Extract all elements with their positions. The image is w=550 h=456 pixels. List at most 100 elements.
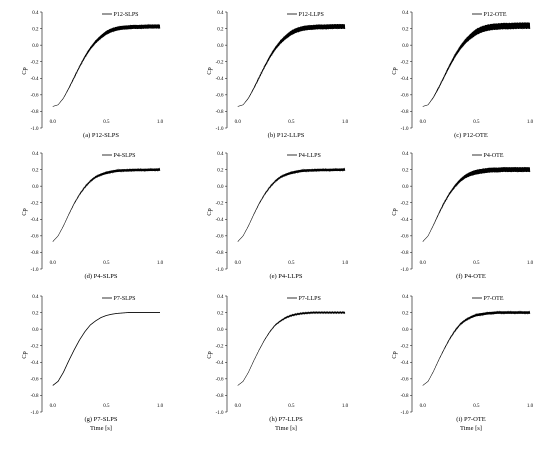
y-tick-label: -0.2 [216,202,224,207]
y-tick-label: -0.4 [401,77,409,82]
y-tick-label: -0.4 [216,361,224,366]
y-tick-label: 0.0 [402,328,409,333]
panel-caption: (a) P12-SLPS [83,132,119,139]
panel-caption: (i) P7-OTE [456,416,485,423]
y-tick-label: -0.8 [216,394,224,399]
y-tick-label: 0.4 [217,11,224,16]
y-tick-label: -0.2 [216,61,224,66]
y-tick-label: -0.8 [401,110,409,115]
chart-panel-h: -1.0 -0.8 -0.6 -0.4 -0.2 0.0 0.2 0.4 0.0 0.5 1.0 Cp… [206,295,349,432]
y-tick-label: 0.2 [217,311,224,316]
y-tick-label: -0.4 [401,361,409,366]
y-tick-label: 0.0 [32,328,39,333]
y-tick-label: -0.4 [216,218,224,223]
legend-label: P4-SLPS [114,153,136,159]
panel-caption: (f) P4-OTE [456,273,486,280]
panel-caption: (c) P12-OTE [454,132,488,139]
x-tick-label: 1.0 [342,261,349,266]
x-tick-label: 0.5 [288,261,295,266]
y-axis-label: Cp [206,208,213,216]
legend-label: P12-LLPS [299,12,324,18]
y-tick-label: -0.6 [216,94,224,99]
series-line [237,310,346,386]
y-tick-label: 0.2 [32,27,39,32]
series-line [422,166,531,242]
y-tick-label: 0.2 [32,311,39,316]
x-tick-label: 0.5 [473,120,480,125]
series-line [52,312,160,386]
y-tick-label: -0.6 [31,378,39,383]
y-tick-label: -0.6 [401,378,409,383]
y-tick-label: -1.0 [216,411,224,416]
x-tick-label: 0.5 [473,404,480,409]
y-tick-label: 0.4 [402,152,409,157]
y-tick-label: 0.4 [217,295,224,300]
x-tick-label: 0.0 [235,404,242,409]
y-tick-label: -0.8 [401,394,409,399]
y-tick-label: -0.8 [216,251,224,256]
y-tick-label: 0.0 [32,44,39,49]
y-tick-label: -1.0 [401,127,409,132]
y-tick-label: 0.4 [32,11,39,16]
y-tick-label: -1.0 [31,411,39,416]
panel-caption: (e) P4-LLPS [269,273,302,280]
legend-label: P12-OTE [484,12,507,18]
y-tick-label: 0.0 [402,44,409,49]
legend-label: P4-OTE [484,153,504,159]
y-tick-label: -0.4 [31,361,39,366]
x-tick-label: 1.0 [342,404,349,409]
x-tick-label: 0.0 [420,261,427,266]
x-tick-label: 0.5 [103,404,110,409]
x-tick-label: 0.0 [50,120,57,125]
chart-panel-e: -1.0 -0.8 -0.6 -0.4 -0.2 0.0 0.2 0.4 0.0 0.5 1.0 Cp… [206,152,349,280]
series-line [52,167,161,242]
panel-caption: (h) P7-LLPS [269,416,303,423]
series-line [422,310,531,386]
y-tick-label: -1.0 [216,268,224,273]
y-tick-label: 0.4 [402,11,409,16]
x-axis-label: Time [s] [460,425,482,432]
y-axis-label: Cp [391,208,398,216]
y-tick-label: 0.2 [217,27,224,32]
x-tick-label: 0.5 [103,120,110,125]
chart-panel-d: -1.0 -0.8 -0.6 -0.4 -0.2 0.0 0.2 0.4 0.0 0.5 1.0 Cp… [21,152,164,280]
y-axis-label: Cp [391,67,398,75]
x-tick-label: 0.0 [235,120,242,125]
y-tick-label: 0.2 [402,311,409,316]
y-tick-label: 0.2 [217,168,224,173]
y-tick-label: -1.0 [401,411,409,416]
y-tick-label: 0.2 [32,168,39,173]
y-tick-label: 0.4 [217,152,224,157]
y-tick-label: 0.4 [32,295,39,300]
x-tick-label: 0.5 [103,261,110,266]
y-tick-label: -0.4 [31,77,39,82]
panel-caption: (d) P4-SLPS [84,273,117,280]
series-line [422,21,531,107]
y-tick-label: -0.6 [31,94,39,99]
y-tick-label: -0.8 [31,110,39,115]
x-tick-label: 1.0 [157,404,164,409]
y-tick-label: 0.0 [402,185,409,190]
y-tick-label: -0.8 [31,251,39,256]
legend-label: P12-SLPS [114,12,139,18]
y-tick-label: -0.4 [401,218,409,223]
y-axis-label: Cp [206,351,213,359]
panel-caption: (g) P7-SLPS [84,416,117,423]
y-tick-label: 0.0 [217,328,224,333]
chart-panel-c: -1.0 -0.8 -0.6 -0.4 -0.2 0.0 0.2 0.4 0.0 0.5 1.0 Cp… [391,11,534,139]
y-tick-label: -0.6 [401,94,409,99]
y-tick-label: 0.2 [402,168,409,173]
chart-panel-f: -1.0 -0.8 -0.6 -0.4 -0.2 0.0 0.2 0.4 0.0 0.5 1.0 Cp… [391,152,534,280]
y-tick-label: 0.2 [402,27,409,32]
y-tick-label: -0.2 [31,61,39,66]
y-tick-label: -0.2 [401,61,409,66]
y-axis-label: Cp [391,351,398,359]
chart-panel-g: -1.0 -0.8 -0.6 -0.4 -0.2 0.0 0.2 0.4 0.0 0.5 1.0 Cp… [21,295,164,432]
x-tick-label: 0.5 [473,261,480,266]
y-axis-label: Cp [21,351,28,359]
x-tick-label: 1.0 [342,120,349,125]
y-tick-label: -0.2 [216,345,224,350]
y-tick-label: 0.4 [32,152,39,157]
x-tick-label: 0.0 [50,404,57,409]
y-axis-label: Cp [206,67,213,75]
